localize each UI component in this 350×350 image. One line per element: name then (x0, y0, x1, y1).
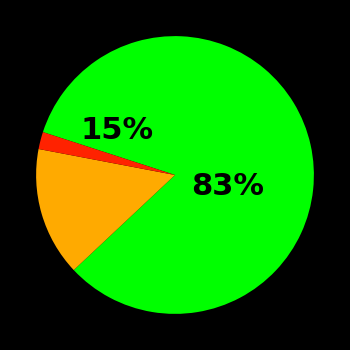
Wedge shape (36, 149, 175, 270)
Wedge shape (38, 132, 175, 175)
Text: 83%: 83% (191, 172, 264, 201)
Text: 15%: 15% (80, 116, 153, 145)
Wedge shape (43, 36, 314, 314)
